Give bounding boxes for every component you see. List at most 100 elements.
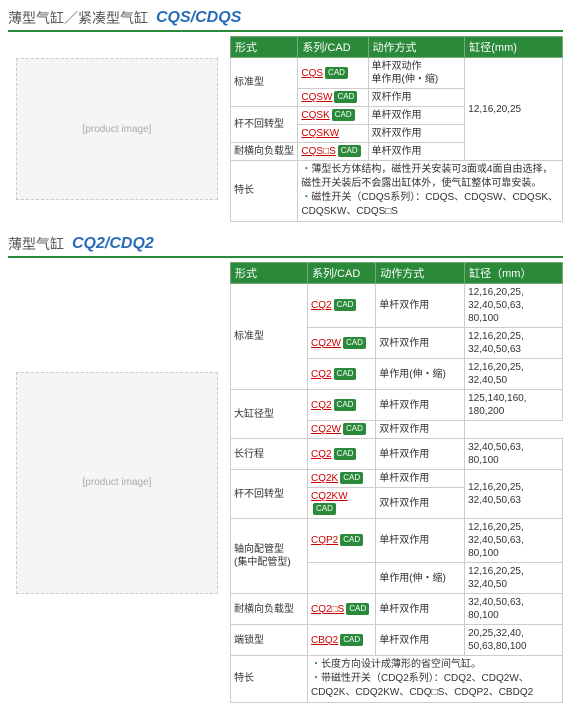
features-row: 特长・薄型长方体结构，磁性开关安装可3面或4面自由选择，磁性开关装后不会露出缸体… xyxy=(231,161,563,222)
action-cell: 单杆双作用 xyxy=(376,625,465,656)
series-link[interactable]: CQ2 xyxy=(311,448,332,461)
series-link[interactable]: CQ2W xyxy=(311,337,341,350)
series-link[interactable]: CQSK xyxy=(301,109,329,122)
type-cell: 杆不回转型 xyxy=(231,470,308,519)
action-cell: 单杆双作用 xyxy=(376,519,465,563)
type-cell: 大缸径型 xyxy=(231,390,308,439)
series-link[interactable]: CQ2□S xyxy=(311,603,344,616)
action-cell: 单杆双作用 xyxy=(376,439,465,470)
series-cell: CQSCAD xyxy=(298,58,368,89)
table-row: 大缸径型CQ2CAD单杆双作用125,140,160,180,200 xyxy=(231,390,563,421)
product-image: [product image] xyxy=(16,372,218,594)
type-cell: 标准型 xyxy=(231,58,298,107)
series-cell: CQSKW xyxy=(298,125,368,143)
series-link[interactable]: CQ2 xyxy=(311,399,332,412)
bore-cell: 125,140,160,180,200 xyxy=(465,390,563,421)
series-cell: CQ2KCAD xyxy=(307,470,375,488)
series-link[interactable]: CQP2 xyxy=(311,534,338,547)
cad-badge[interactable]: CAD xyxy=(346,603,369,615)
col-header: 形式 xyxy=(231,37,298,58)
table-row: 杆不回转型CQ2KCAD单杆双作用12,16,20,25,32,40,50,63 xyxy=(231,470,563,488)
cad-badge[interactable]: CAD xyxy=(343,423,366,435)
bore-cell: 12,16,20,25,32,40,50,63,80,100 xyxy=(465,284,563,328)
section: 薄型气缸／紧凑型气缸CQS/CDQS[product image]形式系列/CA… xyxy=(8,8,563,222)
col-header: 缸径(mm) xyxy=(465,37,563,58)
series-link[interactable]: CQ2K xyxy=(311,472,338,485)
table-row: 标准型CQ2CAD单杆双作用12,16,20,25,32,40,50,63,80… xyxy=(231,284,563,328)
series-link[interactable]: CQ2W xyxy=(311,423,341,436)
spec-table: 形式系列/CAD动作方式缸径（mm）标准型CQ2CAD单杆双作用12,16,20… xyxy=(230,262,563,703)
features-cell: ・薄型长方体结构，磁性开关安装可3面或4面自由选择，磁性开关装后不会露出缸体外，… xyxy=(298,161,563,222)
series-cell xyxy=(307,563,375,594)
cad-badge[interactable]: CAD xyxy=(334,299,357,311)
series-cell: CQ2CAD xyxy=(307,359,375,390)
series-cell: CQ2CAD xyxy=(307,439,375,470)
series-link[interactable]: CQSW xyxy=(301,91,332,104)
cad-badge[interactable]: CAD xyxy=(343,337,366,349)
type-cell: 端锁型 xyxy=(231,625,308,656)
series-link[interactable]: CBQ2 xyxy=(311,634,338,647)
series-link[interactable]: CQS xyxy=(301,67,323,80)
series-cell: CQ2WCAD xyxy=(307,421,375,439)
col-header: 系列/CAD xyxy=(298,37,368,58)
series-cell: CQ2WCAD xyxy=(307,328,375,359)
cad-badge[interactable]: CAD xyxy=(334,399,357,411)
series-link[interactable]: CQ2 xyxy=(311,368,332,381)
features-cell: ・长度方向设计成薄形的省空间气缸。・带磁性开关（CDQ2系列）：CDQ2、CDQ… xyxy=(307,656,562,703)
bore-cell: 32,40,50,63,80,100 xyxy=(465,594,563,625)
series-cell: CQSWCAD xyxy=(298,89,368,107)
bore-cell: 12,16,20,25,32,40,50,63 xyxy=(465,470,563,519)
series-cell: CQ2KWCAD xyxy=(307,488,375,519)
series-link[interactable]: CQSKW xyxy=(301,127,339,140)
action-cell: 双杆作用 xyxy=(368,89,465,107)
series-cell: CQS□SCAD xyxy=(298,143,368,161)
series-link[interactable]: CQ2 xyxy=(311,299,332,312)
cad-badge[interactable]: CAD xyxy=(340,634,363,646)
action-cell: 单杆双作用 xyxy=(376,284,465,328)
type-cell: 杆不回转型 xyxy=(231,107,298,143)
series-cell: CQ2□SCAD xyxy=(307,594,375,625)
table-row: 端锁型CBQ2CAD 单杆双作用20,25,32,40,50,63,80,100 xyxy=(231,625,563,656)
cad-badge[interactable]: CAD xyxy=(338,145,361,157)
cad-badge[interactable]: CAD xyxy=(334,448,357,460)
series-link[interactable]: CQS□S xyxy=(301,145,335,158)
bore-cell: 20,25,32,40,50,63,80,100 xyxy=(465,625,563,656)
section-header: 薄型气缸CQ2/CDQ2 xyxy=(8,234,563,258)
series-link[interactable]: CQ2KW xyxy=(311,490,348,503)
section-content: [product image]形式系列/CAD动作方式缸径(mm)标准型CQSC… xyxy=(8,36,563,222)
table-row: 长行程CQ2CAD单杆双作用32,40,50,63,80,100 xyxy=(231,439,563,470)
bore-cell: 32,40,50,63,80,100 xyxy=(465,439,563,470)
cad-badge[interactable]: CAD xyxy=(334,91,357,103)
col-header: 系列/CAD xyxy=(307,263,375,284)
cad-badge[interactable]: CAD xyxy=(340,534,363,546)
section-header: 薄型气缸／紧凑型气缸 CQS/CDQS xyxy=(8,8,563,32)
col-header: 缸径（mm） xyxy=(465,263,563,284)
section-code: CQS/CDQS xyxy=(156,9,241,27)
section: 薄型气缸CQ2/CDQ2[product image]形式系列/CAD动作方式缸… xyxy=(8,234,563,703)
product-image: [product image] xyxy=(16,58,218,200)
section-title: 薄型气缸／紧凑型气缸 xyxy=(8,8,148,28)
action-cell: 双杆双作用 xyxy=(376,421,465,439)
cad-badge[interactable]: CAD xyxy=(325,67,348,79)
spec-table: 形式系列/CAD动作方式缸径(mm)标准型CQSCAD单杆双动作单作用(伸・缩)… xyxy=(230,36,563,222)
table-row: 标准型CQSCAD单杆双动作单作用(伸・缩)12,16,20,25 xyxy=(231,58,563,89)
type-cell: 标准型 xyxy=(231,284,308,390)
table-row: 轴向配管型(集中配管型)CQP2CAD单杆双作用12,16,20,25,32,4… xyxy=(231,519,563,563)
col-header: 动作方式 xyxy=(368,37,465,58)
action-cell: 单作用(伸・缩) xyxy=(376,563,465,594)
action-cell: 单作用(伸・缩) xyxy=(376,359,465,390)
type-cell: 长行程 xyxy=(231,439,308,470)
cad-badge[interactable]: CAD xyxy=(340,472,363,484)
cad-badge[interactable]: CAD xyxy=(313,503,336,515)
action-cell: 单杆双作用 xyxy=(376,470,465,488)
action-cell: 双杆双作用 xyxy=(376,328,465,359)
features-label: 特长 xyxy=(231,656,308,703)
action-cell: 双杆双作用 xyxy=(368,125,465,143)
bore-cell: 12,16,20,25 xyxy=(465,58,563,161)
cad-badge[interactable]: CAD xyxy=(334,368,357,380)
section-code: CQ2/CDQ2 xyxy=(72,235,154,253)
cad-badge[interactable]: CAD xyxy=(332,109,355,121)
table-column: 形式系列/CAD动作方式缸径（mm）标准型CQ2CAD单杆双作用12,16,20… xyxy=(230,262,563,703)
bore-cell: 12,16,20,25,32,40,50,63,80,100 xyxy=(465,519,563,563)
col-header: 形式 xyxy=(231,263,308,284)
